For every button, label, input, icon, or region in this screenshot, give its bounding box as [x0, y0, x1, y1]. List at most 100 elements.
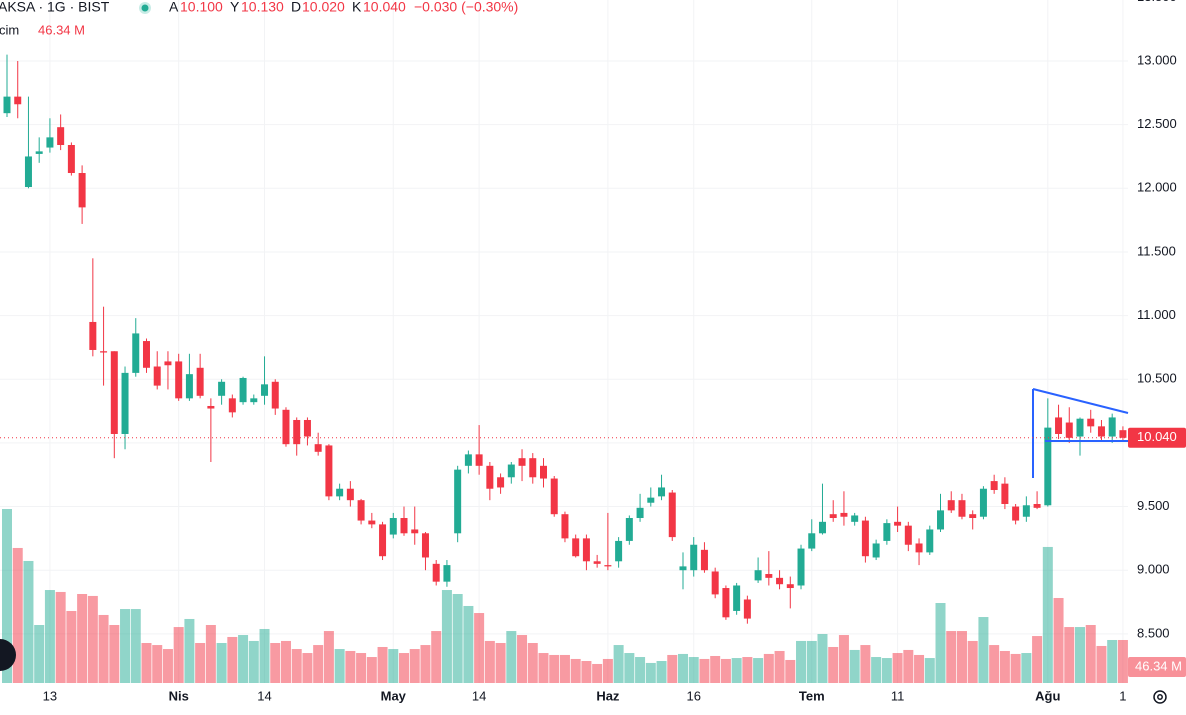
- ohlc-value: 10.100: [180, 0, 223, 15]
- volume-bar: [280, 640, 291, 683]
- candle-body: [454, 469, 462, 534]
- candle-body: [250, 398, 258, 403]
- volume-bar: [570, 658, 581, 683]
- candle-body: [24, 156, 32, 188]
- volume-bar: [506, 631, 517, 683]
- candle-body: [464, 454, 472, 466]
- candle-body: [78, 173, 86, 208]
- candle-body: [142, 341, 150, 368]
- candle-body: [572, 538, 580, 557]
- volume-bar: [66, 610, 77, 683]
- pennant-upper: [1032, 388, 1129, 414]
- candle-body: [915, 543, 923, 553]
- candle-body: [947, 500, 955, 511]
- candle-body: [46, 137, 54, 148]
- candle-body: [421, 533, 429, 558]
- volume-bar: [205, 625, 216, 683]
- volume-bar: [98, 614, 109, 683]
- x-tick-label: Tem: [799, 688, 825, 703]
- candle-body: [282, 409, 290, 445]
- volume-bar: [1021, 653, 1032, 683]
- volume-bar: [967, 640, 978, 683]
- volume-bar: [248, 640, 259, 683]
- volume-bar: [892, 653, 903, 683]
- volume-bar: [989, 645, 1000, 683]
- candle-body: [239, 377, 247, 403]
- candle-body: [336, 488, 344, 497]
- candle-body: [969, 514, 977, 519]
- gear-inner: [1157, 694, 1163, 700]
- volume-bar: [34, 625, 45, 683]
- volume-bar: [44, 590, 55, 683]
- volume-bar: [581, 661, 592, 683]
- candle-layer: [3, 54, 1127, 624]
- volume-bar: [999, 650, 1010, 683]
- y-tick-label: 9.000: [1137, 562, 1170, 577]
- volume-bar: [549, 654, 560, 683]
- candle-body: [153, 366, 161, 386]
- volume-bar: [946, 631, 957, 683]
- volume-bar: [345, 650, 356, 683]
- x-tick-label: 13: [43, 688, 57, 703]
- x-tick-label: 16: [686, 688, 700, 703]
- candle-body: [1044, 427, 1052, 506]
- pennant-drawing[interactable]: [1032, 388, 1129, 478]
- volume-bar: [302, 653, 313, 683]
- candle-body: [604, 565, 612, 567]
- candle-body: [1076, 418, 1084, 437]
- volume-bar: [2, 509, 12, 683]
- ohlc-key: K: [352, 0, 362, 15]
- volume-bar: [667, 654, 678, 683]
- volume-bar: [1042, 546, 1053, 683]
- candle-body: [872, 543, 880, 558]
- status-dot: [141, 4, 149, 12]
- volume-bar: [216, 643, 227, 683]
- volume-bar: [431, 631, 442, 683]
- volume-bar: [1010, 653, 1021, 683]
- volume-bar: [817, 634, 828, 683]
- volume-bar: [162, 649, 173, 683]
- candle-body: [411, 529, 419, 534]
- x-tick-label: Nis: [169, 688, 189, 703]
- candle-body: [14, 96, 22, 105]
- candle-body: [582, 538, 590, 562]
- candle-body: [185, 374, 193, 399]
- candle-body: [357, 500, 365, 521]
- volume-bar: [635, 657, 646, 683]
- volume-bar: [238, 635, 249, 683]
- candle-body: [293, 419, 301, 445]
- candle-body: [164, 361, 172, 366]
- volume-bar: [785, 659, 796, 683]
- header: AKSA · 1G · BIST A 10.100 Y 10.130 D 10.…: [0, 0, 518, 37]
- volume-bar: [828, 646, 839, 683]
- candle-body: [271, 381, 279, 409]
- candle-body: [743, 599, 751, 619]
- logo[interactable]: [0, 639, 16, 671]
- candle-body: [861, 520, 869, 557]
- candle-body: [368, 520, 376, 525]
- volume-bar: [720, 658, 731, 683]
- y-tick-label: 11.500: [1137, 243, 1176, 258]
- candle-body: [625, 518, 633, 541]
- candle-body: [1108, 417, 1116, 437]
- volume-bar: [173, 627, 184, 683]
- candle-body: [432, 563, 440, 582]
- volume-bar: [141, 643, 152, 683]
- candle-body: [67, 145, 75, 174]
- candle-body: [668, 492, 676, 538]
- settings-icon[interactable]: [1153, 690, 1167, 704]
- volume-bar: [399, 653, 410, 683]
- ohlc-key: A: [169, 0, 179, 15]
- candle-body: [754, 570, 762, 581]
- volume-bar: [677, 653, 688, 683]
- volume-bar: [527, 643, 538, 683]
- volume-label-box: [1128, 657, 1186, 677]
- volume-bar: [688, 657, 699, 683]
- volume-bar: [184, 618, 195, 683]
- y-tick-label: 11.000: [1137, 307, 1176, 322]
- volume-bar: [1053, 597, 1064, 683]
- candle-body: [175, 361, 183, 399]
- candle-body: [1033, 504, 1041, 508]
